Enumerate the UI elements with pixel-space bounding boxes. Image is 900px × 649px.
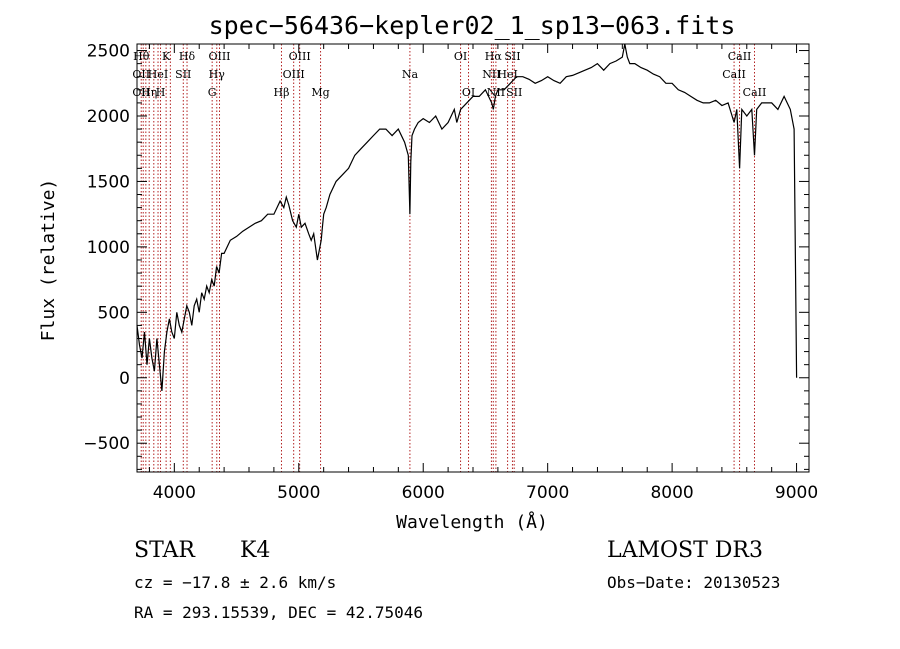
spectral-line-labels: HθOIIOIIHηHeIHKSIIHδGHγOIIIHβOIIIOIIIMgN…: [132, 50, 766, 99]
spectral-line-markers: [140, 44, 755, 472]
spectral-line-label: HeI: [497, 68, 517, 81]
spectral-line-label: Hγ: [209, 68, 226, 81]
x-tick-label: 4000: [153, 483, 196, 503]
spectral-line-label: Hη: [141, 86, 157, 99]
survey-name: LAMOST DR3: [607, 538, 763, 563]
y-axis: −500 0 500 1000 1500 2000 2500: [83, 42, 809, 470]
x-axis-label: Wavelength (Å): [396, 511, 548, 533]
spectral-line-label: SII: [506, 86, 522, 99]
redshift-readout: cz = −17.8 ± 2.6 km/s: [134, 573, 337, 592]
y-tick-label: 1500: [87, 172, 130, 192]
y-tick-label: 2500: [87, 42, 130, 62]
spectral-line-label: NII: [482, 68, 500, 81]
x-tick-label: 5000: [277, 483, 320, 503]
spectral-line-label: OIII: [208, 50, 230, 63]
spectral-line-label: Hβ: [274, 86, 290, 99]
y-tick-label: 1000: [87, 238, 130, 258]
object-class: STAR: [134, 538, 195, 563]
spectral-line-label: CaII: [722, 68, 746, 81]
y-tick-label: 2000: [87, 107, 130, 127]
plot-frame: [136, 43, 810, 473]
spectrum-line: [136, 43, 798, 391]
spectral-line-label: Na: [402, 68, 419, 81]
x-tick-label: 7000: [526, 483, 569, 503]
spectral-line-label: HeI: [148, 68, 168, 81]
spectral-line-label: OIII: [289, 50, 311, 63]
spectral-line-label: OI: [454, 50, 467, 63]
y-tick-label: 500: [98, 303, 130, 323]
chart-title: spec−56436−kepler02_1_sp13−063.fits: [209, 11, 736, 40]
spectral-subclass: K4: [240, 538, 271, 563]
observation-date: Obs−Date: 20130523: [607, 573, 781, 592]
spectral-line-label: Mg: [311, 86, 329, 99]
spectral-line-label: K: [162, 50, 171, 63]
spectral-line-label: Hθ: [133, 50, 150, 63]
x-tick-label: 9000: [775, 483, 818, 503]
spectral-line-label: SII: [504, 50, 520, 63]
spectral-line-label: CaII: [743, 86, 767, 99]
y-tick-label: 0: [119, 369, 130, 389]
spectral-line-label: Hα: [485, 50, 503, 63]
spectral-line-label: G: [208, 86, 217, 99]
x-tick-label: 6000: [402, 483, 445, 503]
y-axis-label: Flux (relative): [38, 179, 59, 342]
x-axis: 4000 5000 6000 7000 8000 9000: [148, 44, 818, 503]
spectral-line-label: OI: [462, 86, 475, 99]
spectral-line-label: OIII: [283, 68, 305, 81]
spectral-line-label: SII: [175, 68, 191, 81]
spectral-line-label: CaII: [728, 50, 752, 63]
x-tick-label: 8000: [650, 483, 693, 503]
coordinates-readout: RA = 293.15539, DEC = 42.75046: [134, 603, 423, 622]
spectral-line-label: H: [156, 86, 166, 99]
spectral-line-label: Hδ: [179, 50, 196, 63]
y-tick-label: −500: [83, 434, 130, 454]
